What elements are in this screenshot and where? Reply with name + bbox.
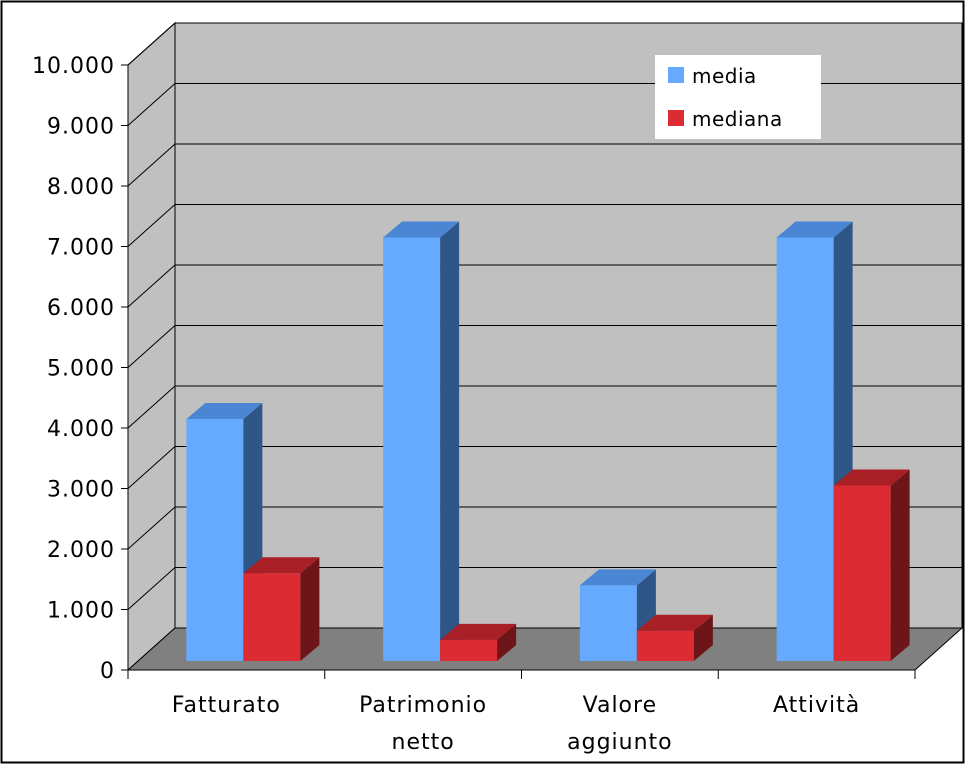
legend-swatch-media (668, 67, 684, 83)
legend-label-media: media (692, 64, 757, 88)
y-tick-label: 5.000 (47, 357, 115, 382)
y-tick-label: 3.000 (47, 478, 115, 503)
y-tick-label: 0 (100, 659, 115, 684)
legend-swatch-mediana (668, 110, 684, 126)
bar-side (300, 557, 319, 661)
bar-front (243, 573, 300, 661)
y-tick-label: 8.000 (47, 175, 115, 200)
y-tick-label: 4.000 (47, 417, 115, 442)
legend: media mediana (655, 55, 821, 139)
x-tick-label: aggiunto (567, 730, 673, 755)
y-tick-label: 7.000 (47, 236, 115, 261)
y-tick-label: 9.000 (47, 115, 115, 140)
y-tick-label: 10.000 (32, 54, 115, 79)
bar-front (186, 419, 243, 661)
bar-front (777, 238, 834, 662)
x-tick-label: netto (392, 730, 455, 755)
x-tick-label: Attività (773, 693, 860, 718)
bar-side (440, 222, 459, 662)
x-tick-label: Fatturato (172, 693, 281, 718)
bar-mediana-3 (834, 470, 910, 661)
bar-front (383, 238, 440, 662)
bar-media-1 (383, 222, 459, 662)
bar-front (834, 486, 891, 661)
bar-front (637, 631, 694, 661)
legend-label-mediana: mediana (692, 107, 783, 131)
bar-mediana-2 (637, 615, 713, 661)
bar-mediana-0 (243, 557, 319, 661)
y-tick-label: 6.000 (47, 296, 115, 321)
x-tick-label: Valore (583, 693, 658, 718)
bar-side (891, 470, 910, 661)
bar-front (440, 640, 497, 661)
y-tick-label: 2.000 (47, 538, 115, 563)
bar-front (580, 585, 637, 661)
y-tick-label: 1.000 (47, 599, 115, 624)
x-tick-label: Patrimonio (359, 693, 487, 718)
